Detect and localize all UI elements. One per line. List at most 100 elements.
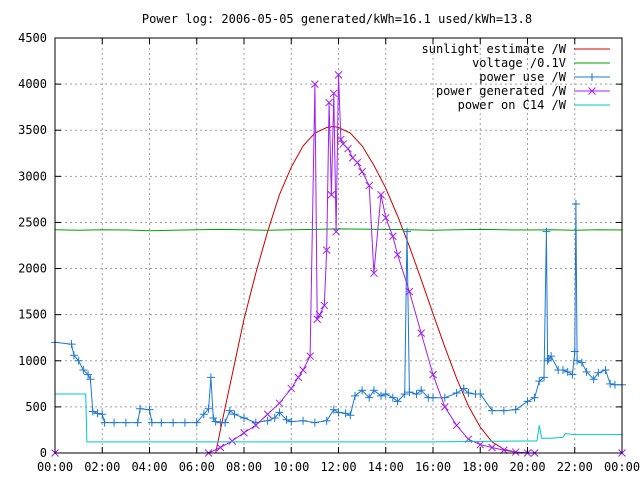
series-2-point-28: [225, 406, 234, 415]
series-2-point-89: [610, 380, 619, 389]
series-3-point-36: [429, 370, 437, 379]
x-tick-label-9: 18:00: [462, 460, 498, 474]
y-tick-label-7: 3500: [18, 123, 47, 137]
series-2-point-10: [100, 418, 109, 427]
series-3-point-31: [381, 213, 390, 222]
series-line-0: [55, 125, 622, 454]
series-3-point-20: [332, 227, 340, 236]
series-2-point-35: [282, 415, 291, 424]
grid: [55, 38, 622, 453]
series-2-point-40: [329, 405, 338, 414]
series-3-point-10: [299, 366, 307, 374]
series-2-point-34: [275, 408, 284, 417]
series-2-point-50: [388, 393, 397, 402]
series-2-point-82: [573, 356, 582, 365]
series-2-point-7: [88, 407, 97, 416]
series-3-point-15: [320, 301, 329, 310]
series-2-point-1: [67, 340, 76, 349]
series-3-point-8: [287, 384, 296, 393]
series-2-point-30: [240, 413, 248, 422]
legend-label-0: sunlight estimate /W: [422, 42, 567, 56]
series-2-point-81: [571, 200, 580, 208]
series-2-point-60: [452, 389, 461, 398]
y-tick-label-3: 1500: [18, 308, 47, 322]
series-3-point-26: [353, 158, 362, 167]
series-3-point-19: [329, 89, 338, 98]
series-2-point-13: [133, 418, 142, 427]
series-3-point-5: [251, 421, 260, 430]
legend-label-4: power on C14 /W: [458, 98, 567, 112]
series-2-point-25: [211, 417, 220, 426]
series-2-point-41: [334, 408, 343, 417]
y-tick-label-8: 4000: [18, 77, 47, 91]
series-2-point-14: [136, 404, 145, 413]
x-tick-label-8: 16:00: [415, 460, 451, 474]
series-3-point-2: [216, 443, 225, 452]
series-2-point-17: [157, 418, 166, 427]
series-2-point-56: [417, 386, 426, 395]
series-2-point-18: [169, 418, 178, 427]
series-2-point-9: [98, 410, 107, 419]
series-2-point-84: [582, 367, 591, 376]
series-2-point-49: [381, 389, 390, 398]
series-3: [51, 71, 626, 457]
x-tick-label-2: 04:00: [131, 460, 167, 474]
y-tick-label-6: 3000: [18, 169, 47, 183]
series-2-point-70: [535, 377, 544, 386]
series-3-point-11: [306, 352, 315, 361]
series-2-point-88: [606, 379, 615, 388]
series-2-point-62: [464, 389, 473, 398]
series-3-point-6: [263, 410, 272, 419]
series-2-point-75: [547, 352, 556, 361]
x-tick-label-5: 10:00: [273, 460, 309, 474]
series-2-point-52: [400, 389, 409, 398]
legend-marker-2: [588, 73, 596, 81]
series-3-point-34: [405, 287, 414, 296]
series-2-point-51: [393, 397, 402, 406]
y-tick-label-2: 1000: [18, 354, 47, 368]
series-2-point-20: [192, 418, 201, 427]
series-3-point-14: [315, 310, 324, 319]
series-2-point-53: [403, 227, 412, 236]
legend-marker-3: [588, 87, 596, 95]
series-3-point-17: [325, 98, 333, 107]
series-2-point-68: [523, 397, 532, 406]
series-3-point-28: [365, 181, 374, 190]
series-2-point-16: [147, 418, 156, 427]
series-2-point-45: [358, 386, 367, 395]
x-tick-label-6: 12:00: [320, 460, 356, 474]
series-3-point-27: [358, 167, 366, 176]
series-2-point-69: [530, 393, 539, 402]
y-tick-label-5: 2500: [18, 215, 47, 229]
series-3-point-22: [337, 135, 345, 144]
series-3-point-4: [240, 428, 248, 437]
series-2-point-72: [542, 227, 551, 236]
series-2-point-4: [79, 366, 88, 374]
series-2-point-65: [488, 406, 497, 415]
series-3-point-29: [370, 269, 378, 278]
series-2-point-23: [206, 373, 215, 382]
series-3-point-40: [476, 440, 485, 449]
series-2-point-42: [341, 409, 350, 418]
series-2-point-32: [263, 416, 272, 425]
series-2-point-71: [540, 373, 549, 382]
series-2-point-87: [601, 366, 610, 374]
series-0: [55, 125, 622, 454]
x-tick-label-3: 06:00: [179, 460, 215, 474]
series-3-point-13: [313, 315, 322, 324]
series-2-point-58: [429, 393, 437, 402]
series-2-point-79: [568, 370, 577, 379]
series-3-point-24: [344, 144, 352, 153]
series-2-point-37: [299, 416, 308, 425]
y-tick-label-4: 2000: [18, 262, 47, 276]
series-4: [55, 393, 622, 443]
legend-label-1: voltage /0.1V: [472, 56, 566, 70]
series-2-point-64: [476, 389, 485, 398]
series-2-point-83: [577, 358, 586, 367]
y-tick-label-1: 500: [25, 400, 47, 414]
series-2-point-80: [570, 347, 579, 356]
series-2-point-46: [365, 393, 374, 402]
series-2-point-66: [499, 406, 508, 415]
